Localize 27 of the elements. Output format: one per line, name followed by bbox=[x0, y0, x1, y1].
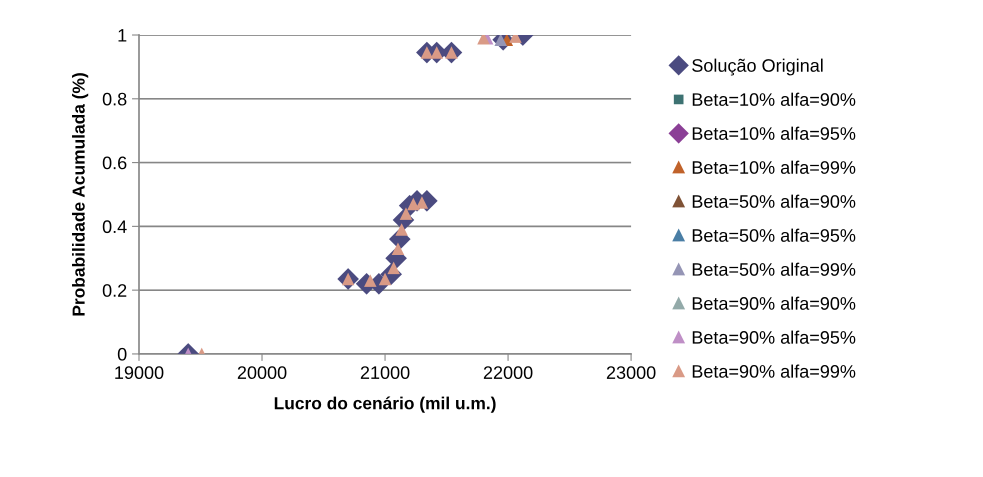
legend-label: Solução Original bbox=[692, 58, 823, 76]
x-tick-label: 20000 bbox=[238, 366, 286, 379]
y-tick-label: 0.2 bbox=[102, 284, 126, 297]
legend-label: Beta=90% alfa=99% bbox=[692, 364, 856, 378]
legend-label: Beta=10% alfa=95% bbox=[692, 126, 856, 140]
legend-label: Beta=50% alfa=95% bbox=[692, 228, 856, 242]
point bbox=[430, 46, 443, 59]
x-tick-label: 22000 bbox=[484, 366, 532, 379]
y-tick-label: 1 bbox=[118, 29, 126, 42]
y-tick-label: 0.4 bbox=[102, 220, 127, 234]
x-tick-label: 21000 bbox=[360, 366, 410, 379]
legend-label: Beta=90% alfa=95% bbox=[692, 330, 856, 344]
point bbox=[416, 196, 428, 209]
point bbox=[392, 242, 404, 255]
x-axis-title: Lucro do cenário (mil u.m.) bbox=[274, 396, 496, 413]
legend-label: Beta=50% alfa=99% bbox=[692, 262, 856, 276]
x-tick-label: 23000 bbox=[606, 366, 656, 379]
y-tick-label: 0.6 bbox=[102, 156, 126, 170]
y-tick-label: 0.8 bbox=[102, 92, 126, 106]
legend-label: Beta=50% alfa=90% bbox=[692, 194, 856, 208]
y-axis-title: Probabilidade Acumulada (%) bbox=[72, 73, 88, 316]
point bbox=[395, 223, 408, 236]
legend-label: Beta=10% alfa=90% bbox=[692, 92, 856, 106]
legend-label: Beta=90% alfa=90% bbox=[692, 296, 856, 310]
y-tick-label: 0 bbox=[118, 348, 126, 361]
x-tick-label: 19000 bbox=[115, 366, 164, 379]
legend-label: Beta=10% alfa=99% bbox=[692, 160, 856, 174]
